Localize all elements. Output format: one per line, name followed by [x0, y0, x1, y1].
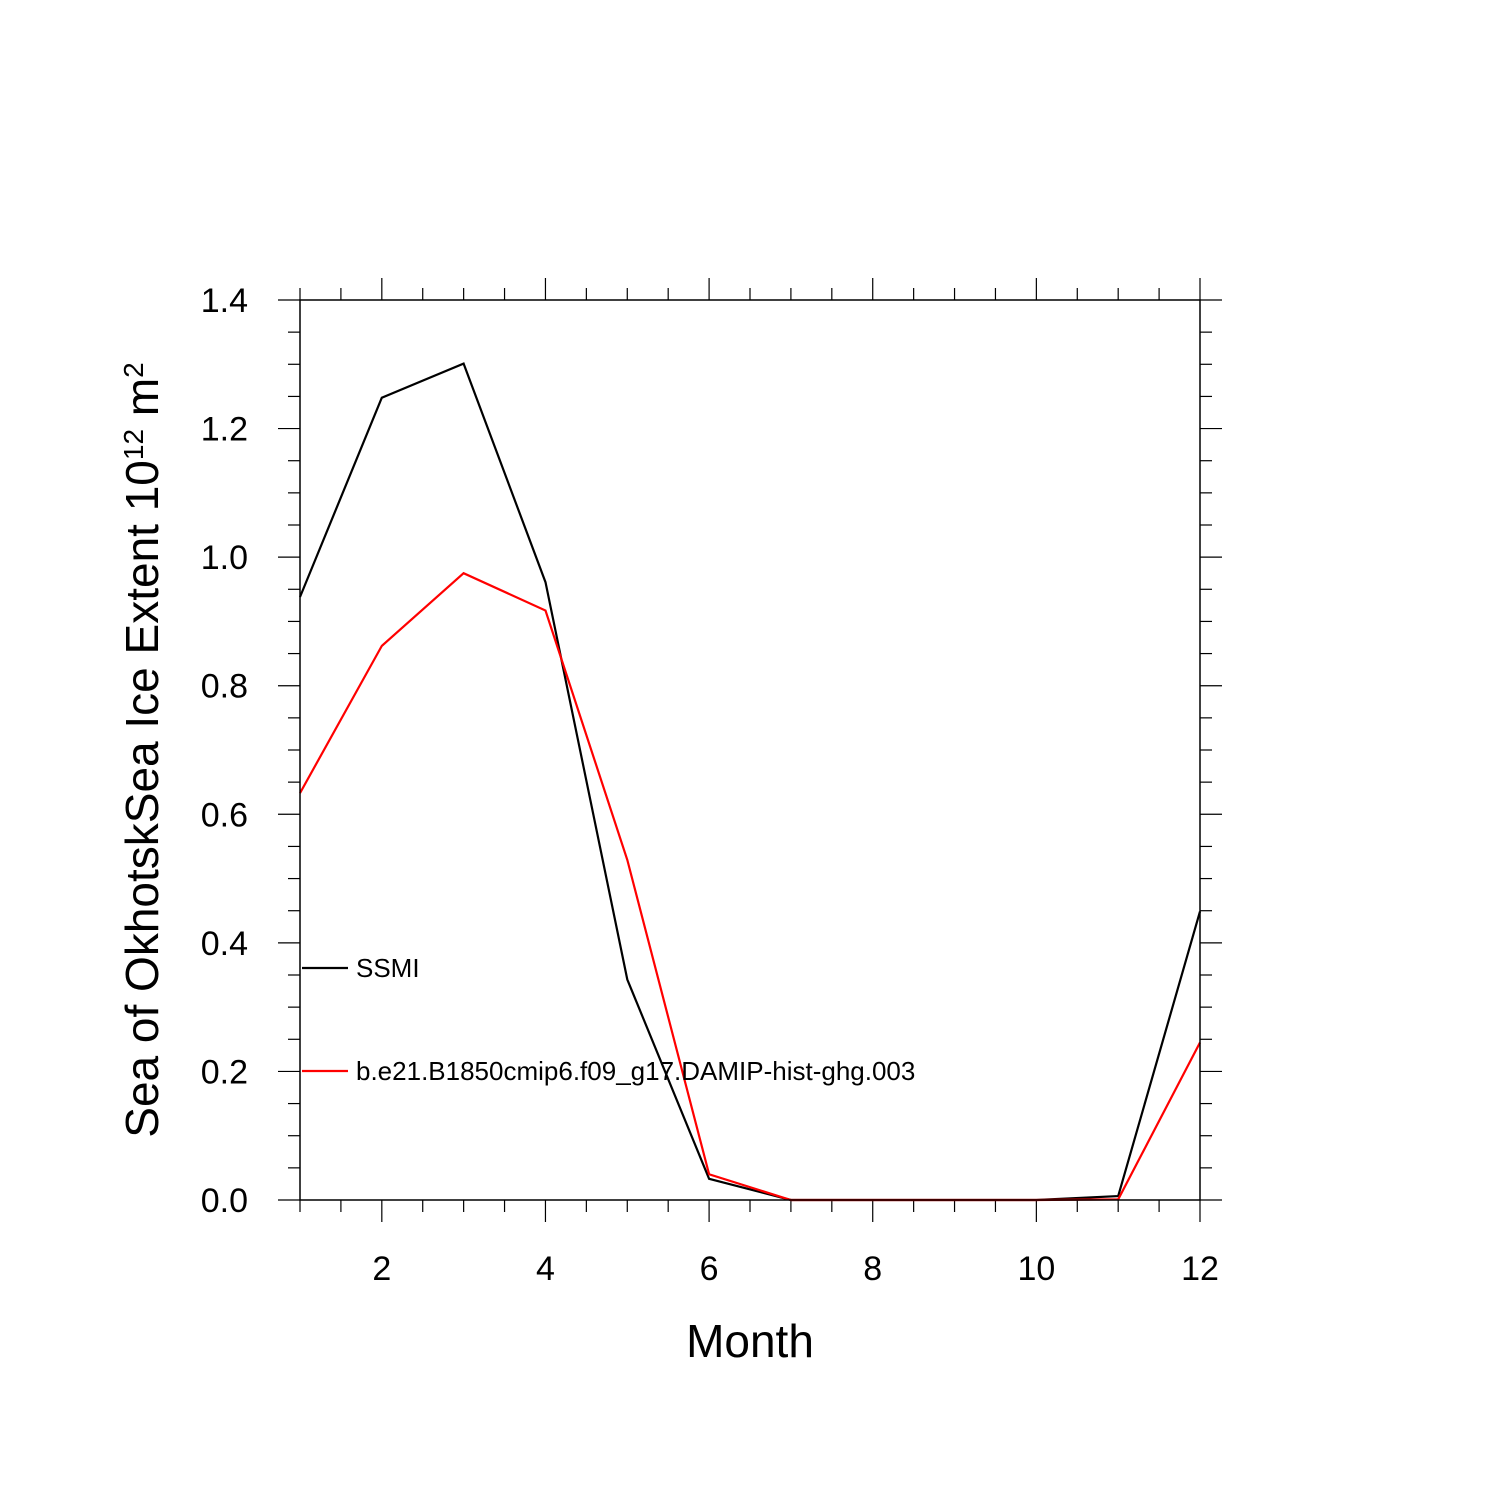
y-axis-title-prefix: Sea of OkhotskSea Ice Extent 10	[116, 460, 168, 1138]
x-tick-label: 2	[372, 1250, 391, 1288]
y-tick-label: 0.4	[201, 925, 248, 963]
y-axis-title-unit: m	[116, 378, 168, 429]
plot-frame	[299, 299, 1201, 1201]
x-tick-label: 4	[536, 1250, 555, 1288]
legend-label-1: SSMI	[356, 953, 420, 983]
x-tick-label: 8	[863, 1250, 882, 1288]
y-tick-label: 1.2	[201, 411, 248, 449]
y-tick-label: 1.4	[201, 282, 248, 320]
series-line-2	[299, 571, 1201, 1202]
ticks-layer	[278, 278, 1222, 1222]
y-tick-label: 0.6	[201, 796, 248, 834]
legend-layer: SSMI b.e21.B1850cmip6.f09_g17.DAMIP-hist-…	[302, 953, 915, 1086]
x-tick-label: 10	[1017, 1250, 1055, 1288]
x-tick-label: 6	[700, 1250, 719, 1288]
x-axis-title: Month	[686, 1315, 814, 1367]
legend-label-2: b.e21.B1850cmip6.f09_g17.DAMIP-hist-ghg.…	[356, 1056, 915, 1086]
y-axis-title: Sea of OkhotskSea Ice Extent 1012 m2	[116, 362, 168, 1137]
y-tick-label: 0.2	[201, 1053, 248, 1091]
y-tick-label: 0.8	[201, 668, 248, 706]
y-axis-title-unit-exponent: 2	[118, 362, 149, 378]
x-tick-label: 12	[1181, 1250, 1219, 1288]
y-tick-label: 1.0	[201, 539, 248, 577]
y-axis-title-exponent: 12	[118, 429, 149, 460]
y-tick-label: 0.0	[201, 1182, 248, 1220]
labels-layer: 2 4 6 8 10 12 0.0 0.2 0.4 0.6 0.8 1.0 1.2 1.4	[201, 282, 1219, 1288]
